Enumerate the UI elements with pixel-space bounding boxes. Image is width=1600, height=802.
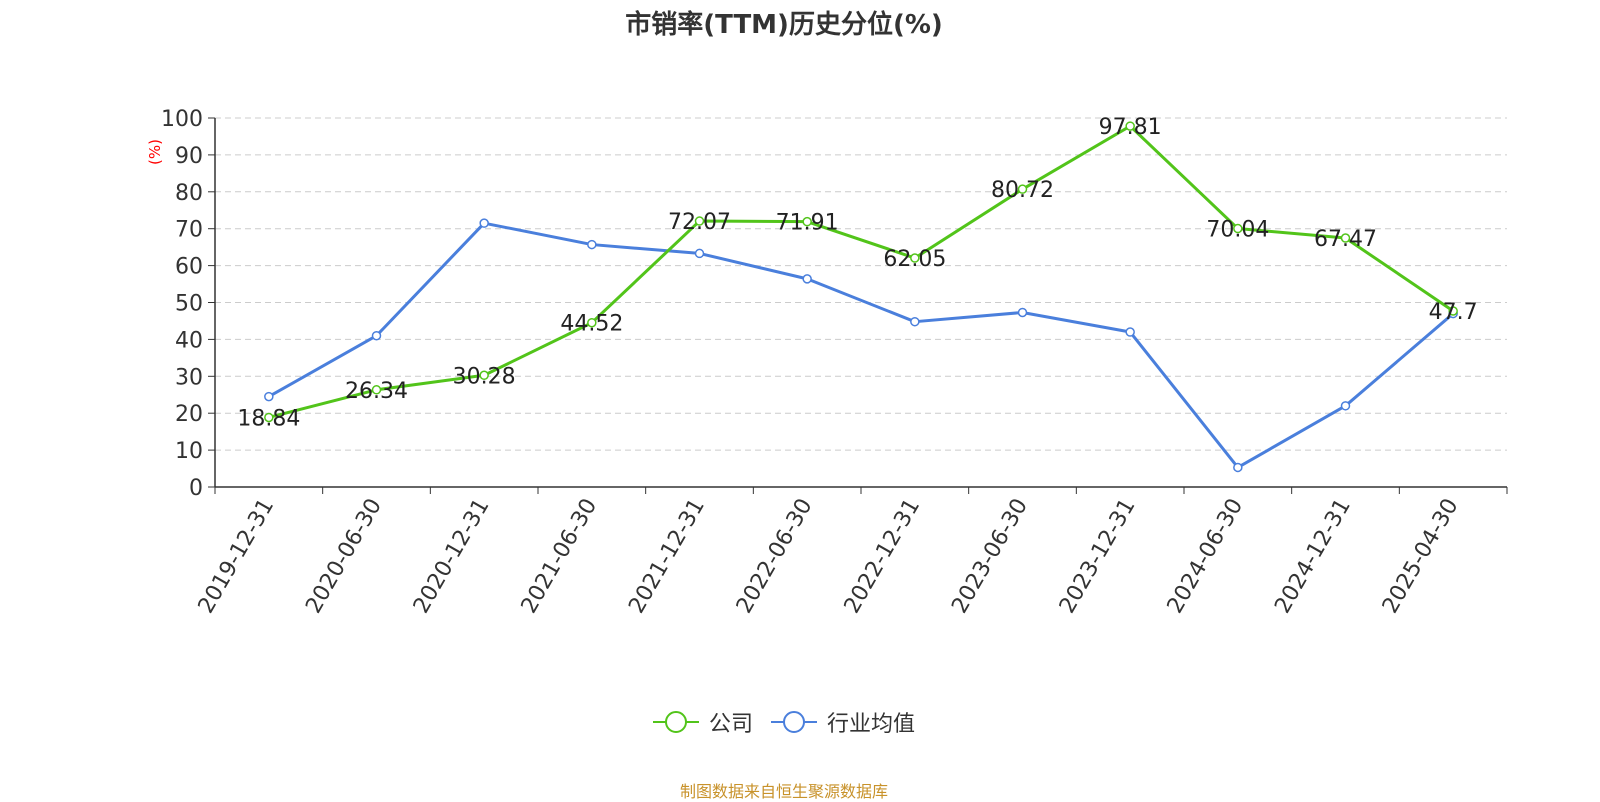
- series-line-0: [268, 124, 1455, 419]
- chart-title: 市销率(TTM)历史分位(%): [625, 10, 943, 40]
- y-tick-label: 100: [161, 107, 203, 132]
- y-tick-label: 50: [175, 292, 203, 317]
- series-1-point: [1233, 462, 1243, 473]
- x-tick-label: 2020-06-30: [301, 495, 387, 618]
- source-note: 制图数据来自恒生聚源数据库: [679, 782, 888, 801]
- series-0-point: [1017, 184, 1028, 194]
- data-label: 71.91: [776, 211, 839, 236]
- data-label: 67.47: [1314, 227, 1377, 252]
- x-tick-label: 2025-04-30: [1378, 495, 1464, 618]
- y-tick-label: 80: [175, 181, 203, 206]
- axes: 0 10 20 30 40 50 60 70 80 90 100 2019-12-31 2020-06-…: [161, 107, 1508, 618]
- data-label: 44.52: [560, 312, 623, 337]
- data-label: 70.04: [1206, 218, 1269, 243]
- data-label: 80.72: [991, 178, 1054, 203]
- series-0-point: [587, 317, 597, 328]
- data-label: 47.7: [1429, 300, 1478, 325]
- y-tick-label: 90: [175, 144, 203, 169]
- series-1-point: [587, 239, 597, 250]
- series-0-point: [1125, 121, 1135, 131]
- series-1-point: [802, 274, 812, 284]
- x-tick-label: 2022-12-31: [840, 494, 926, 617]
- legend-item-company[interactable]: 公司: [652, 706, 753, 738]
- series-0-point: [694, 216, 705, 226]
- series-1-point: [910, 316, 920, 327]
- line-chart: 0 10 20 30 40 50 60 70 80 90 100 2019-12-31 2020-06-…: [146, 107, 1508, 618]
- data-label: 62.05: [883, 247, 946, 272]
- series-0-point: [1233, 223, 1243, 234]
- x-tick-label: 2024-12-31: [1270, 495, 1356, 618]
- x-tick-label: 2019-12-31: [194, 495, 280, 618]
- legend-company-icon: [652, 711, 699, 733]
- legend-label-industry-avg: 行业均值: [827, 712, 916, 737]
- series-0-point: [1448, 306, 1458, 316]
- x-tick-label: 2021-12-31: [624, 495, 710, 618]
- series-1-point: [694, 248, 705, 259]
- series-1-point: [1017, 307, 1028, 318]
- series-0-point: [1340, 233, 1351, 243]
- series-1-point: [1340, 401, 1351, 411]
- y-tick-label: 0: [189, 476, 203, 501]
- series-1-point: [371, 330, 382, 341]
- data-labels: 18.84 26.34 30.28 44.52 72.07 71.91 62.05 80.72…: [237, 115, 1477, 431]
- y-tick-label: 70: [175, 218, 203, 243]
- data-label: 72.07: [668, 210, 731, 235]
- series-1-point: [479, 218, 489, 228]
- series: [264, 121, 1458, 473]
- series-1-point: [264, 391, 274, 402]
- y-axis-label: (%): [146, 139, 164, 165]
- legend-label-company: 公司: [708, 712, 753, 737]
- legend-industry-avg-icon: [771, 711, 817, 733]
- x-tick-label: 2023-12-31: [1055, 495, 1141, 618]
- grid-lines: [215, 117, 1507, 451]
- series-0-point: [479, 370, 489, 381]
- legend: 公司 行业均值: [0, 706, 1568, 738]
- y-tick-label: 30: [175, 365, 203, 390]
- series-0-point: [371, 385, 382, 395]
- series-1-point: [1125, 327, 1135, 337]
- series-0-point: [910, 253, 920, 263]
- y-tick-label: 10: [175, 439, 203, 464]
- x-tick-label: 2020-12-31: [409, 494, 495, 617]
- x-tick-label: 2024-06-30: [1163, 495, 1249, 618]
- series-0-point: [802, 216, 812, 227]
- data-label: 97.81: [1099, 115, 1162, 140]
- legend-item-industry-avg[interactable]: 行业均值: [771, 706, 915, 738]
- x-tick-label: 2022-06-30: [732, 495, 818, 618]
- series-0-point: [264, 412, 274, 423]
- series-line-1: [268, 221, 1455, 469]
- data-label: 30.28: [453, 364, 516, 389]
- x-tick-label: 2021-06-30: [517, 495, 603, 618]
- data-label: 18.84: [237, 406, 300, 431]
- y-tick-label: 40: [175, 328, 203, 353]
- y-tick-label: 60: [175, 255, 203, 280]
- x-tick-label: 2023-06-30: [947, 495, 1033, 618]
- y-tick-label: 20: [175, 402, 203, 427]
- data-label: 26.34: [345, 379, 408, 404]
